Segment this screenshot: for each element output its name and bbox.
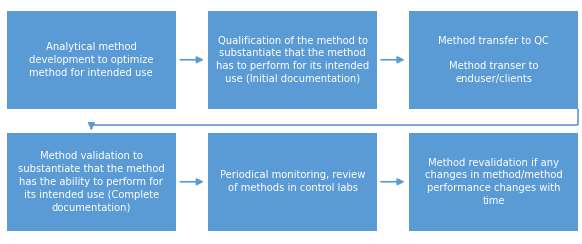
FancyBboxPatch shape [208, 11, 377, 109]
FancyBboxPatch shape [7, 133, 176, 231]
Text: Qualification of the method to
substantiate that the method
has to perform for i: Qualification of the method to substanti… [216, 36, 370, 84]
Text: Method revalidation if any
changes in method/method
performance changes with
tim: Method revalidation if any changes in me… [425, 158, 562, 206]
FancyBboxPatch shape [7, 11, 176, 109]
Text: Periodical monitoring, review
of methods in control labs: Periodical monitoring, review of methods… [220, 170, 365, 193]
FancyBboxPatch shape [409, 11, 578, 109]
Text: Method transfer to QC

Method transer to
enduser/clients: Method transfer to QC Method transer to … [438, 36, 549, 84]
FancyBboxPatch shape [409, 133, 578, 231]
FancyBboxPatch shape [208, 133, 377, 231]
Text: Method validation to
substantiate that the method
has the ability to perform for: Method validation to substantiate that t… [18, 151, 165, 212]
Text: Analytical method
development to optimize
method for intended use: Analytical method development to optimiz… [29, 42, 154, 78]
